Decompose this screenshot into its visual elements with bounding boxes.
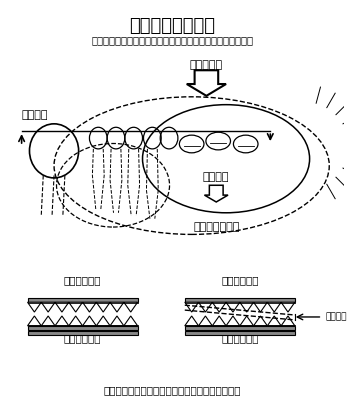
Polygon shape — [110, 302, 124, 312]
Text: ＜下の歯列＞: ＜下の歯列＞ — [64, 333, 101, 343]
Text: （右の状態では左のときと比べて回転しやすい）: （右の状態では左のときと比べて回転しやすい） — [103, 385, 241, 395]
Polygon shape — [55, 302, 69, 312]
Text: （義歯は咬むと沈下して一点を中心に回転する傾向がある）: （義歯は咬むと沈下して一点を中心に回転する傾向がある） — [91, 35, 253, 45]
Polygon shape — [254, 302, 267, 312]
Bar — [28, 331, 138, 335]
Text: ＜浮上＞: ＜浮上＞ — [21, 109, 48, 119]
Polygon shape — [96, 302, 110, 312]
Polygon shape — [226, 302, 240, 312]
Polygon shape — [187, 70, 226, 96]
Polygon shape — [96, 316, 110, 326]
Polygon shape — [281, 302, 295, 312]
Bar — [28, 298, 138, 302]
Polygon shape — [69, 302, 83, 312]
Polygon shape — [204, 185, 228, 202]
Bar — [185, 331, 295, 335]
Polygon shape — [185, 316, 198, 326]
Text: ＜上の歯列＞: ＜上の歯列＞ — [64, 275, 101, 285]
Bar — [185, 298, 295, 302]
Polygon shape — [55, 316, 69, 326]
Polygon shape — [110, 316, 124, 326]
Polygon shape — [185, 302, 198, 312]
Text: ＜上の歯列＞: ＜上の歯列＞ — [221, 275, 259, 285]
Polygon shape — [41, 316, 55, 326]
Polygon shape — [212, 316, 226, 326]
Text: ＜咬む力＞: ＜咬む力＞ — [190, 61, 223, 71]
Polygon shape — [267, 316, 281, 326]
Polygon shape — [28, 302, 41, 312]
Bar — [28, 326, 138, 330]
Text: 義歯設計の困難性: 義歯設計の困難性 — [129, 17, 215, 35]
Polygon shape — [198, 316, 212, 326]
Polygon shape — [124, 302, 138, 312]
Polygon shape — [281, 316, 295, 326]
Polygon shape — [124, 316, 138, 326]
Polygon shape — [69, 316, 83, 326]
Text: ＜上の模式図＞: ＜上の模式図＞ — [193, 222, 239, 232]
Polygon shape — [254, 316, 267, 326]
Text: 歯の欠損: 歯の欠損 — [326, 312, 347, 322]
Polygon shape — [41, 302, 55, 312]
Text: ＜沈下＞: ＜沈下＞ — [203, 172, 230, 182]
Polygon shape — [83, 302, 96, 312]
Polygon shape — [198, 302, 212, 312]
Polygon shape — [212, 302, 226, 312]
Polygon shape — [28, 316, 41, 326]
Polygon shape — [240, 316, 254, 326]
Text: ＜下の歯列＞: ＜下の歯列＞ — [221, 333, 259, 343]
Polygon shape — [226, 316, 240, 326]
Polygon shape — [83, 316, 96, 326]
Bar — [185, 326, 295, 330]
Polygon shape — [240, 302, 254, 312]
Polygon shape — [267, 302, 281, 312]
